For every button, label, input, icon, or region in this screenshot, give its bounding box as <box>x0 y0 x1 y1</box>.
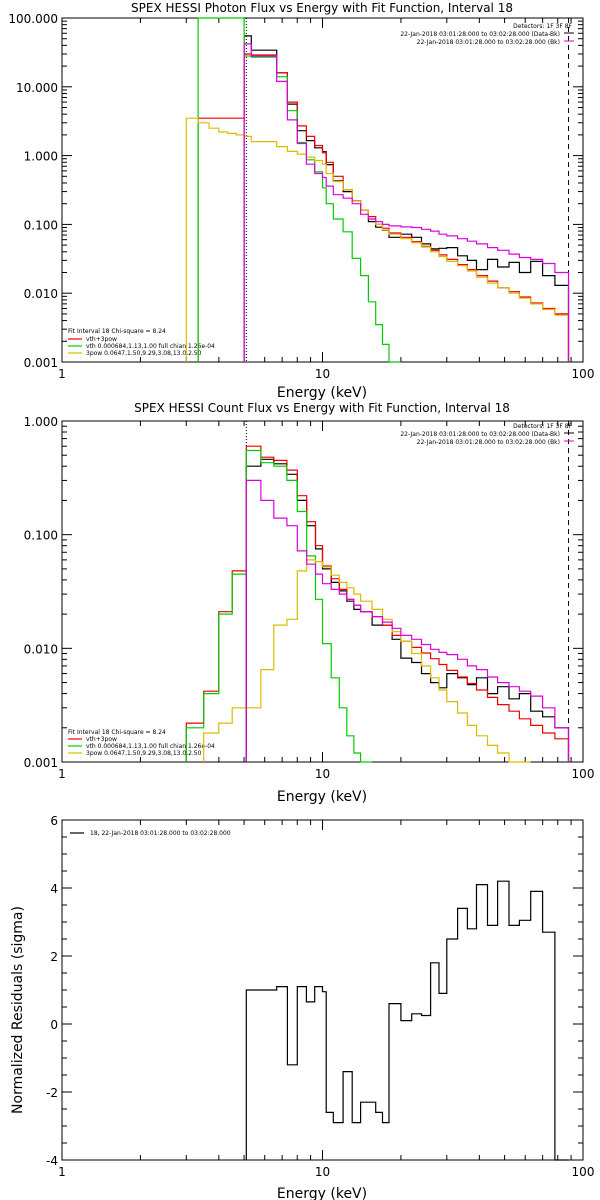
series-line-3 <box>203 559 531 763</box>
series-line-0 <box>245 880 569 1161</box>
x-tick-label: 10 <box>315 767 330 781</box>
x-tick-label: 10 <box>315 1165 330 1179</box>
series-line-1 <box>185 445 570 762</box>
x-tick-label: 1 <box>58 767 66 781</box>
y-tick-label: 6 <box>50 814 58 828</box>
photon-flux-panel: SPEX HESSI Photon Flux vs Energy with Fi… <box>8 1 594 401</box>
legend-bk-interval: 22-Jan-2018 03:01:28.000 to 03:02:28.000… <box>417 439 560 446</box>
y-tick-label: 0.100 <box>24 529 58 543</box>
y-tick-label: 1.000 <box>24 150 58 164</box>
series-line-2 <box>185 449 373 763</box>
legend-fit-header: Fit Interval 18 Chi-square = 8.24 <box>68 328 166 335</box>
y-tick-label: 0 <box>50 1018 58 1032</box>
y-tick-label: 1.000 <box>24 415 58 429</box>
count-flux-panel: SPEX HESSI Count Flux vs Energy with Fit… <box>24 401 595 805</box>
plot-frame <box>61 420 584 763</box>
legend-item-3pow: 3pow 0.0647,1.50,9.29,3.08,13.0,2.50 <box>86 350 202 357</box>
legend-bk-interval: 22-Jan-2018 03:01:28.000 to 03:02:28.000… <box>417 39 560 46</box>
series-line-4 <box>243 43 570 362</box>
legend-fit-header: Fit Interval 18 Chi-square = 8.24 <box>68 729 166 736</box>
y-tick-label: 0.001 <box>24 356 58 370</box>
legend-item-vth-3pow: vth+3pow <box>86 736 117 743</box>
x-tick-label: 100 <box>572 767 595 781</box>
series-line-0 <box>243 35 570 362</box>
y-tick-label: -2 <box>46 1086 58 1100</box>
x-tick-label: 1 <box>58 1165 66 1179</box>
residuals-panel: Energy (keV) Normalized Residuals (sigma… <box>10 814 594 1200</box>
legend-item-3pow: 3pow 0.0647,1.50,9.29,3.08,13.0,2.50 <box>86 750 202 757</box>
y-tick-label: 0.010 <box>24 642 58 656</box>
series-line-0 <box>245 458 570 762</box>
y-tick-label: 2 <box>50 950 58 964</box>
legend-item-vth: vth 0.000684,1.13,1.00 full chian 1.26e-… <box>86 343 215 350</box>
legend-item-vth-3pow: vth+3pow <box>86 336 117 343</box>
y-tick-label: -4 <box>46 1154 58 1168</box>
y-tick-label: 0.001 <box>24 756 58 770</box>
y-tick-label: 0.010 <box>24 287 58 301</box>
x-tick-label: 10 <box>315 367 330 381</box>
legend-detectors: Detectors: 1F 3F 8F <box>513 23 572 30</box>
x-tick-label: 1 <box>58 367 66 381</box>
legend-detectors: Detectors: 1F 3F 8F <box>513 423 572 430</box>
x-axis-label: Energy (keV) <box>277 385 367 401</box>
y-tick-label: 4 <box>50 882 58 896</box>
series-line-1 <box>197 53 570 362</box>
y-axis-label: Normalized Residuals (sigma) <box>10 906 26 1114</box>
chart-title: SPEX HESSI Photon Flux vs Energy with Fi… <box>131 1 513 15</box>
x-axis-label: Energy (keV) <box>277 789 367 805</box>
series-line-2 <box>197 17 401 363</box>
x-axis-label: Energy (keV) <box>277 1186 367 1200</box>
x-tick-label: 100 <box>572 367 595 381</box>
y-tick-label: 100.000 <box>8 12 58 26</box>
chart-title: SPEX HESSI Count Flux vs Energy with Fit… <box>134 401 510 415</box>
plot-frame <box>61 17 584 363</box>
legend-data-interval: 22-Jan-2018 03:01:28.000 to 03:02:28.000… <box>400 31 560 38</box>
legend-data-interval: 22-Jan-2018 03:01:28.000 to 03:02:28.000… <box>400 431 560 438</box>
y-tick-label: 10.000 <box>16 81 58 95</box>
x-tick-label: 100 <box>572 1165 595 1179</box>
y-tick-label: 0.100 <box>24 218 58 232</box>
legend-item-interval: 18, 22-Jan-2018 03:01:28.000 to 03:02:28… <box>90 830 231 837</box>
legend-item-vth: vth 0.000684,1.13,1.00 full chian 1.26e-… <box>86 743 215 750</box>
series-line-4 <box>245 479 570 762</box>
